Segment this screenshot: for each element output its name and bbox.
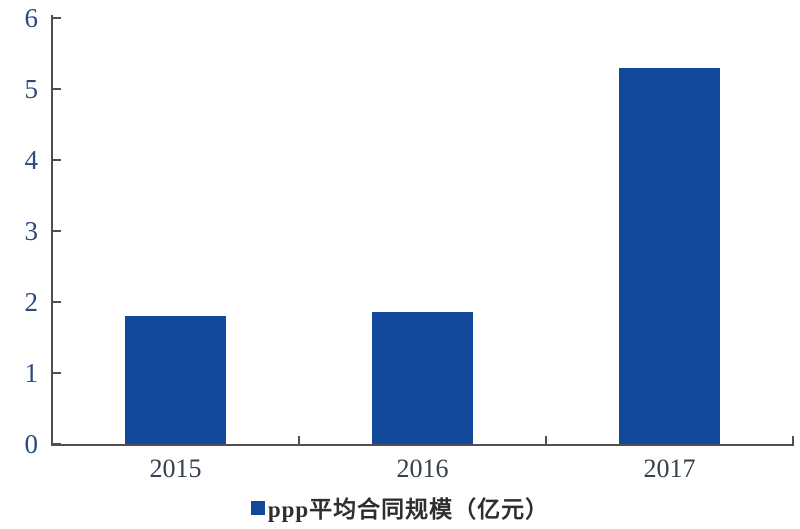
y-tick-label-3: 3 xyxy=(24,216,39,246)
y-tick-label-6: 6 xyxy=(24,3,39,33)
y-tick-6 xyxy=(53,17,61,19)
chart-legend: ppp平均合同规模（亿元） xyxy=(0,490,800,524)
y-tick-4 xyxy=(53,159,61,161)
y-tick-2 xyxy=(53,301,61,303)
y-tick-5 xyxy=(53,88,61,90)
bar-2017 xyxy=(619,67,720,444)
y-tick-label-1: 1 xyxy=(24,358,39,388)
bar-2015 xyxy=(125,316,226,444)
x-axis-line xyxy=(51,444,794,446)
legend-label: ppp平均合同规模（亿元） xyxy=(267,497,550,522)
x-tick-3 xyxy=(792,436,794,445)
x-tick-label-2017: 2017 xyxy=(643,454,696,483)
y-tick-label-0: 0 xyxy=(24,429,39,459)
x-tick-label-2015: 2015 xyxy=(149,454,202,483)
x-tick-label-2016: 2016 xyxy=(396,454,449,483)
y-axis-line xyxy=(51,15,53,446)
y-tick-0 xyxy=(53,443,61,445)
x-tick-2 xyxy=(545,436,547,445)
y-tick-3 xyxy=(53,230,61,232)
y-tick-label-2: 2 xyxy=(24,287,39,317)
y-tick-1 xyxy=(53,372,61,374)
x-tick-1 xyxy=(298,436,300,445)
y-tick-label-4: 4 xyxy=(24,145,39,175)
bar-2016 xyxy=(372,311,473,444)
y-tick-label-5: 5 xyxy=(24,74,39,104)
legend-square-marker xyxy=(250,501,265,515)
